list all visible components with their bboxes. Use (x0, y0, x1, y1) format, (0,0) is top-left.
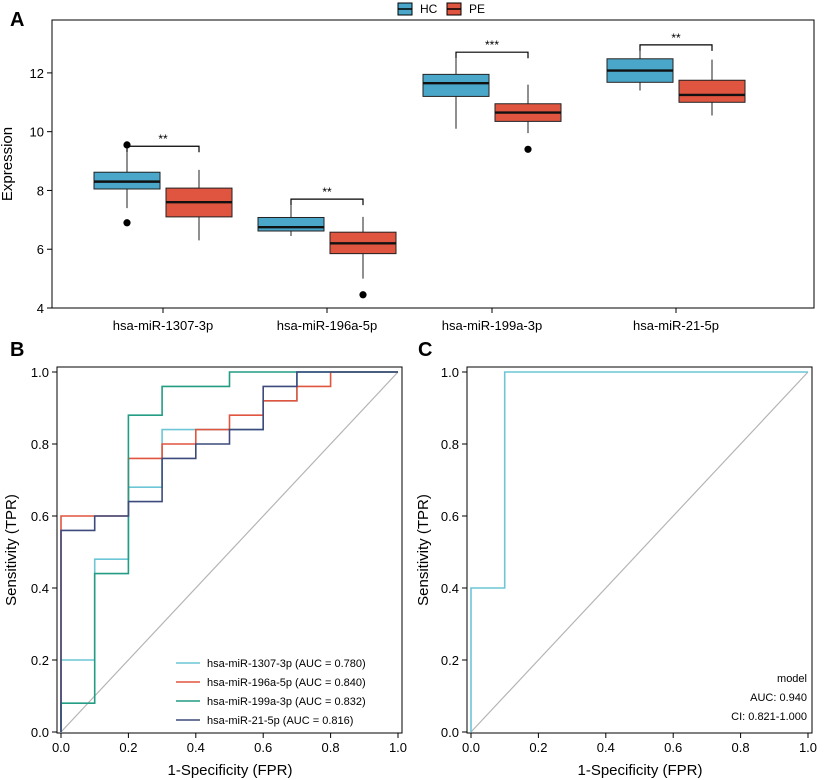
panel-a-legend: HC PE (397, 2, 485, 16)
significance-label: ** (158, 132, 168, 146)
legend-label-hsa-miR-21-5p: hsa-miR-21-5p (AUC = 0.816) (207, 715, 353, 727)
x-tick-label: 0.8 (322, 740, 340, 755)
diagonal-reference-line (470, 371, 809, 733)
panel-a-letter: A (10, 9, 24, 31)
pe-outlier (359, 291, 367, 299)
x-tick-label: 0.6 (664, 740, 682, 755)
panel-b: B 0.00.0 0.2 0.2 0.4 0.4 0.6 0.6 0.8 0.8 1.0 1.0 1… (3, 339, 407, 779)
panel-c-annotation-model: model (777, 673, 807, 685)
diagonal-reference-line (60, 371, 399, 733)
panel-b-y-title: Sensitivity (TPR) (3, 494, 20, 606)
panel-b-axes: 0.00.0 0.2 0.2 0.4 0.4 0.6 0.6 0.8 0.8 1.0 1.0 (31, 365, 407, 755)
panel-c-y-title: Sensitivity (TPR) (415, 494, 432, 606)
panel-c-axes: 0.00.0 0.2 0.2 0.4 0.4 0.6 0.6 0.8 0.8 1.0 1.0 (441, 365, 817, 755)
panel-b-legend: hsa-miR-1307-3p (AUC = 0.780) hsa-miR-196… (176, 658, 366, 727)
roc-line-hsa-miR-21-5p (60, 371, 398, 732)
significance-bracket (639, 44, 713, 51)
x-tick-label: 0.8 (732, 740, 750, 755)
y-tick-label: 0.8 (31, 437, 49, 452)
x-tick-label: 1.0 (799, 740, 817, 755)
y-tick-label: 0.6 (441, 509, 459, 524)
y-tick-label: 12 (30, 66, 44, 81)
y-tick-label: 4 (37, 301, 44, 316)
x-tick-label: 0.0 (52, 740, 70, 755)
pe-outlier (524, 145, 532, 153)
significance-bracket (455, 51, 529, 59)
panel-b-roc-lines (60, 371, 399, 733)
y-tick-label: 0.6 (31, 509, 49, 524)
legend-label-hsa-miR-199a-3p: hsa-miR-199a-3p (AUC = 0.832) (207, 696, 366, 708)
legend-label-pe: PE (469, 2, 485, 16)
y-tick-label: 0.2 (31, 653, 49, 668)
panel-c-plot-frame (466, 366, 813, 734)
panel-b-letter: B (10, 339, 24, 361)
panel-c-roc-lines (470, 371, 809, 733)
y-tick-label: 0.8 (441, 437, 459, 452)
y-tick-label: 0.2 (441, 653, 459, 668)
x-tick-label: hsa-miR-199a-3p (442, 318, 542, 333)
y-tick-label: 0.0 (441, 725, 459, 740)
legend-label-hc: HC (420, 2, 438, 16)
x-tick-label: 0.2 (529, 740, 547, 755)
panel-a-y-title: Expression (0, 127, 16, 201)
roc-line-hsa-miR-199a-3p (60, 371, 398, 732)
x-tick-label: 0.2 (119, 740, 137, 755)
panel-a-y-ticks: 4 6 8 10 12 (30, 66, 52, 316)
significance-label: *** (485, 38, 499, 52)
panel-b-x-title: 1-Specificity (FPR) (167, 762, 292, 779)
panel-a-boxes: ********* (93, 31, 746, 299)
significance-label: ** (322, 185, 332, 199)
panel-c-annotation-auc: AUC: 0.940 (750, 692, 807, 704)
panel-c-x-title: 1-Specificity (FPR) (577, 762, 702, 779)
y-tick-label: 0.4 (31, 581, 49, 596)
hc-box (422, 73, 490, 97)
significance-label: ** (671, 31, 681, 45)
x-tick-label: hsa-miR-196a-5p (277, 318, 377, 333)
panel-a-x-ticks: hsa-miR-1307-3p hsa-miR-196a-5p hsa-miR-19… (113, 308, 719, 333)
roc-line-model (470, 371, 808, 732)
x-tick-label: hsa-miR-21-5p (633, 318, 719, 333)
legend-label-hsa-miR-196a-5p: hsa-miR-196a-5p (AUC = 0.840) (207, 677, 366, 689)
y-tick-label: 6 (37, 242, 44, 257)
panel-a-plot-frame (51, 19, 815, 309)
x-tick-label: 1.0 (389, 740, 407, 755)
y-tick-label: 1.0 (441, 365, 459, 380)
hc-outlier (123, 219, 131, 227)
hc-box (257, 216, 325, 232)
panel-b-plot-frame (56, 366, 403, 734)
x-tick-label: 0.4 (597, 740, 615, 755)
x-tick-label: 0.0 (462, 740, 480, 755)
y-tick-label: 1.0 (31, 365, 49, 380)
y-tick-label: 0.4 (441, 581, 459, 596)
x-tick-label: 0.6 (254, 740, 272, 755)
panel-c: C 0.00.0 0.2 0.2 0.4 0.4 0.6 0.6 0.8 0.8 1.0 1.0 1… (415, 339, 817, 779)
y-tick-label: 8 (37, 183, 44, 198)
significance-bracket (126, 145, 200, 153)
panel-c-letter: C (418, 339, 432, 361)
legend-label-hsa-miR-1307-3p: hsa-miR-1307-3p (AUC = 0.780) (207, 658, 366, 670)
y-tick-label: 10 (30, 125, 44, 140)
significance-bracket (290, 198, 364, 206)
panel-c-annotation-ci: CI: 0.821-1.000 (731, 711, 807, 723)
y-tick-label: 0.0 (31, 725, 49, 740)
x-tick-label: 0.4 (187, 740, 205, 755)
pe-box (678, 79, 746, 103)
x-tick-label: hsa-miR-1307-3p (113, 318, 213, 333)
